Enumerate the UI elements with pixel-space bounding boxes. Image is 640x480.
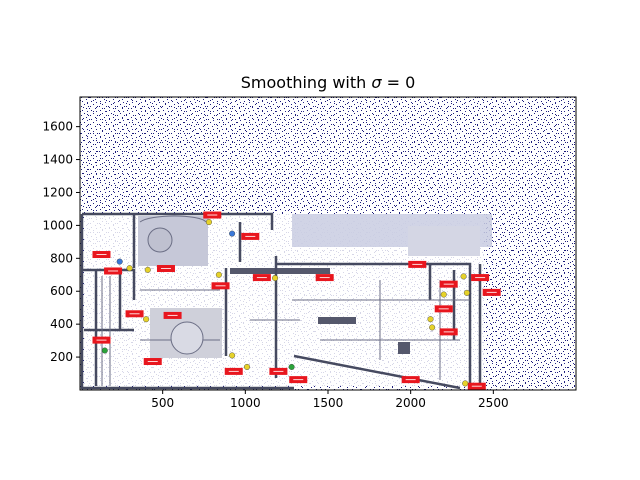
x-axis: 500 1000 1500 2000 2500 [151,390,509,410]
machine-block-3 [398,342,410,354]
chart-title: Smoothing with σ = 0 [241,73,416,92]
x-tick-label: 2000 [395,396,426,410]
marker-point [440,291,447,298]
marker-point [288,363,295,370]
outer-walls [80,212,482,390]
y-tick-label: 200 [50,350,73,364]
y-tick-label: 1200 [42,185,73,199]
marker-point [116,258,123,265]
marker-point [101,347,108,354]
marker-point [143,316,150,323]
x-tick-label: 1000 [230,396,261,410]
marker-point [463,289,470,296]
title-sigma: σ [371,73,382,92]
x-tick-label: 2500 [478,396,509,410]
marker-point [144,266,151,273]
marker-point [429,324,436,331]
x-tick-label: 500 [151,396,174,410]
y-tick-label: 400 [50,317,73,331]
y-axis: 200 400 600 800 1000 1200 1400 1600 [42,120,80,364]
marker-point [272,275,279,282]
marker-point [229,352,236,359]
marker-point [126,265,133,272]
marker-point [462,380,469,387]
x-tick-label: 1500 [313,396,344,410]
round-feature [147,227,173,253]
marker-point [215,271,222,278]
round-table [170,321,204,355]
markers-layer [92,211,501,390]
y-tick-label: 600 [50,284,73,298]
y-tick-label: 800 [50,251,73,265]
marker-point [427,316,434,323]
y-tick-label: 1000 [42,218,73,232]
plot-area [80,97,576,390]
title-suffix: = 0 [381,73,415,92]
marker-point [243,363,250,370]
marker-point [229,230,236,237]
marker-point [460,273,467,280]
machine-block-1 [318,317,356,324]
y-tick-label: 1600 [42,120,73,134]
marker-point [205,219,212,226]
y-tick-label: 1400 [42,153,73,167]
title-prefix: Smoothing with [241,73,372,92]
floor-plan [80,212,492,390]
shaded-room-3 [408,226,480,256]
machine-block-2 [230,268,330,274]
